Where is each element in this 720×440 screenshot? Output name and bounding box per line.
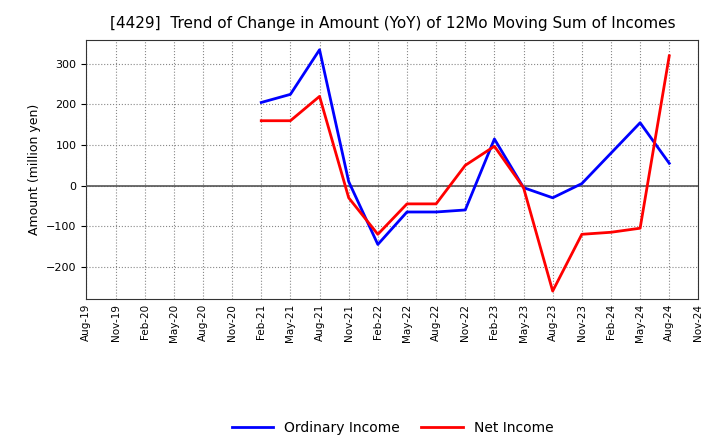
Y-axis label: Amount (million yen): Amount (million yen) xyxy=(27,104,40,235)
Line: Ordinary Income: Ordinary Income xyxy=(261,50,670,245)
Net Income xyxy=(315,94,324,99)
Net Income xyxy=(286,118,294,123)
Ordinary Income xyxy=(315,47,324,52)
Ordinary Income xyxy=(257,100,266,105)
Net Income xyxy=(432,201,441,206)
Net Income xyxy=(519,185,528,190)
Ordinary Income xyxy=(461,207,469,213)
Line: Net Income: Net Income xyxy=(261,56,670,291)
Net Income xyxy=(344,195,353,201)
Ordinary Income xyxy=(344,179,353,184)
Net Income xyxy=(402,201,411,206)
Ordinary Income xyxy=(490,136,499,142)
Net Income xyxy=(577,231,586,237)
Title: [4429]  Trend of Change in Amount (YoY) of 12Mo Moving Sum of Incomes: [4429] Trend of Change in Amount (YoY) o… xyxy=(109,16,675,32)
Net Income xyxy=(549,289,557,294)
Ordinary Income xyxy=(519,185,528,190)
Net Income xyxy=(257,118,266,123)
Ordinary Income xyxy=(577,181,586,186)
Net Income xyxy=(665,53,674,59)
Ordinary Income xyxy=(286,92,294,97)
Net Income xyxy=(461,163,469,168)
Ordinary Income xyxy=(607,150,616,156)
Ordinary Income xyxy=(432,209,441,215)
Legend: Ordinary Income, Net Income: Ordinary Income, Net Income xyxy=(226,415,559,440)
Ordinary Income xyxy=(374,242,382,247)
Net Income xyxy=(374,231,382,237)
Ordinary Income xyxy=(636,120,644,125)
Net Income xyxy=(607,230,616,235)
Net Income xyxy=(490,143,499,149)
Ordinary Income xyxy=(402,209,411,215)
Ordinary Income xyxy=(549,195,557,201)
Net Income xyxy=(636,226,644,231)
Ordinary Income xyxy=(665,161,674,166)
